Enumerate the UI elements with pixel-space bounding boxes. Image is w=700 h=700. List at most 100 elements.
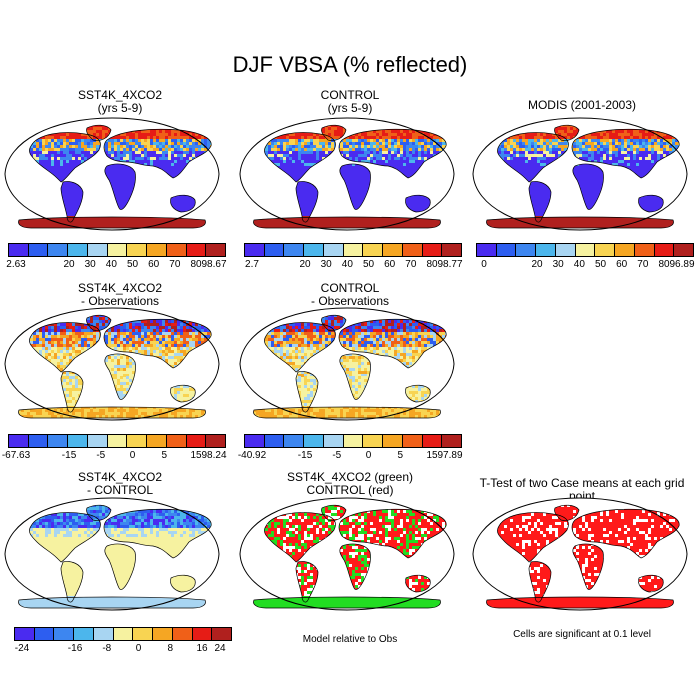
land-cell xyxy=(99,136,102,139)
land-cell xyxy=(268,142,271,145)
land-cell xyxy=(159,145,162,148)
land-cell xyxy=(594,133,597,136)
land-cell xyxy=(594,231,597,232)
land-cell xyxy=(573,222,576,225)
land-cell xyxy=(66,329,69,332)
land-cell xyxy=(129,142,132,145)
land-cell xyxy=(96,142,99,145)
land-cell xyxy=(39,148,42,151)
land-cell xyxy=(114,231,117,232)
land-cell xyxy=(114,142,117,145)
land-cell xyxy=(409,148,412,151)
land-cell xyxy=(621,139,624,142)
land-cell xyxy=(141,142,144,145)
land-cell xyxy=(271,148,274,151)
land-cell xyxy=(636,222,639,225)
land-cell xyxy=(588,231,591,232)
land-cell xyxy=(433,222,436,225)
land-cell xyxy=(168,341,171,344)
land-cell xyxy=(216,344,219,347)
land-cell xyxy=(63,219,66,222)
land-cell xyxy=(546,228,549,231)
land-cell xyxy=(612,219,615,222)
land-cell xyxy=(171,133,174,136)
land-cell xyxy=(325,222,328,225)
land-cell xyxy=(42,222,45,225)
land-cell xyxy=(6,317,9,320)
land-cell xyxy=(192,133,195,136)
land-cell xyxy=(630,225,633,228)
land-cell xyxy=(60,326,63,329)
land-cell xyxy=(247,139,250,142)
land-cell xyxy=(171,145,174,148)
land-cell xyxy=(528,225,531,228)
land-cell xyxy=(382,157,385,160)
land-cell xyxy=(42,335,45,338)
land-cell xyxy=(171,350,174,353)
land-cell xyxy=(567,127,570,130)
land-cell xyxy=(654,130,657,133)
land-cell xyxy=(286,228,289,231)
land-cell xyxy=(504,142,507,145)
land-cell xyxy=(93,225,96,228)
land-cell xyxy=(93,148,96,151)
land-cell xyxy=(555,231,558,232)
land-cell xyxy=(600,142,603,145)
land-cell xyxy=(192,139,195,142)
land-cell xyxy=(75,338,78,341)
land-cell xyxy=(471,142,474,145)
land-cell xyxy=(198,338,201,341)
land-cell xyxy=(516,139,519,142)
land-cell xyxy=(319,148,322,151)
land-cell xyxy=(289,219,292,222)
colorbar-cell xyxy=(147,244,167,256)
land-cell xyxy=(256,216,259,219)
land-cell xyxy=(42,142,45,145)
land-cell xyxy=(114,216,117,219)
land-cell xyxy=(90,332,93,335)
land-cell xyxy=(63,332,66,335)
land-cell xyxy=(87,148,90,151)
land-cell xyxy=(274,139,277,142)
land-cell xyxy=(198,231,201,232)
land-cell xyxy=(454,142,456,145)
land-cell xyxy=(498,216,501,219)
land-cell xyxy=(135,344,138,347)
land-cell xyxy=(666,139,669,142)
land-cell xyxy=(75,335,78,338)
land-cell xyxy=(552,136,555,139)
land-cell xyxy=(430,125,433,127)
land-cell xyxy=(129,219,132,222)
land-cell xyxy=(349,139,352,142)
land-cell xyxy=(45,341,48,344)
land-cell xyxy=(367,142,370,145)
land-cell xyxy=(597,219,600,222)
land-cell xyxy=(192,154,195,157)
land-cell xyxy=(265,222,268,225)
land-cell xyxy=(105,320,108,323)
land-cell xyxy=(84,329,87,332)
land-cell xyxy=(585,231,588,232)
colorbar-cell xyxy=(383,244,403,256)
land-cell xyxy=(42,154,45,157)
land-cell xyxy=(621,148,624,151)
land-cell xyxy=(433,136,436,139)
land-cell xyxy=(501,228,504,231)
land-cell xyxy=(102,216,105,219)
land-cell xyxy=(439,130,442,133)
land-cell xyxy=(177,148,180,151)
land-cell xyxy=(213,145,216,148)
land-cell xyxy=(60,338,63,341)
land-cell xyxy=(259,219,262,222)
land-cell xyxy=(612,130,615,133)
land-cell xyxy=(138,332,141,335)
land-cell xyxy=(433,139,436,142)
land-cell xyxy=(648,125,651,127)
land-cell xyxy=(477,145,480,148)
land-cell xyxy=(334,136,337,139)
land-cell xyxy=(123,225,126,228)
land-cell xyxy=(15,130,18,133)
land-cell xyxy=(36,160,39,163)
land-cell xyxy=(171,231,174,232)
land-cell xyxy=(531,154,534,157)
